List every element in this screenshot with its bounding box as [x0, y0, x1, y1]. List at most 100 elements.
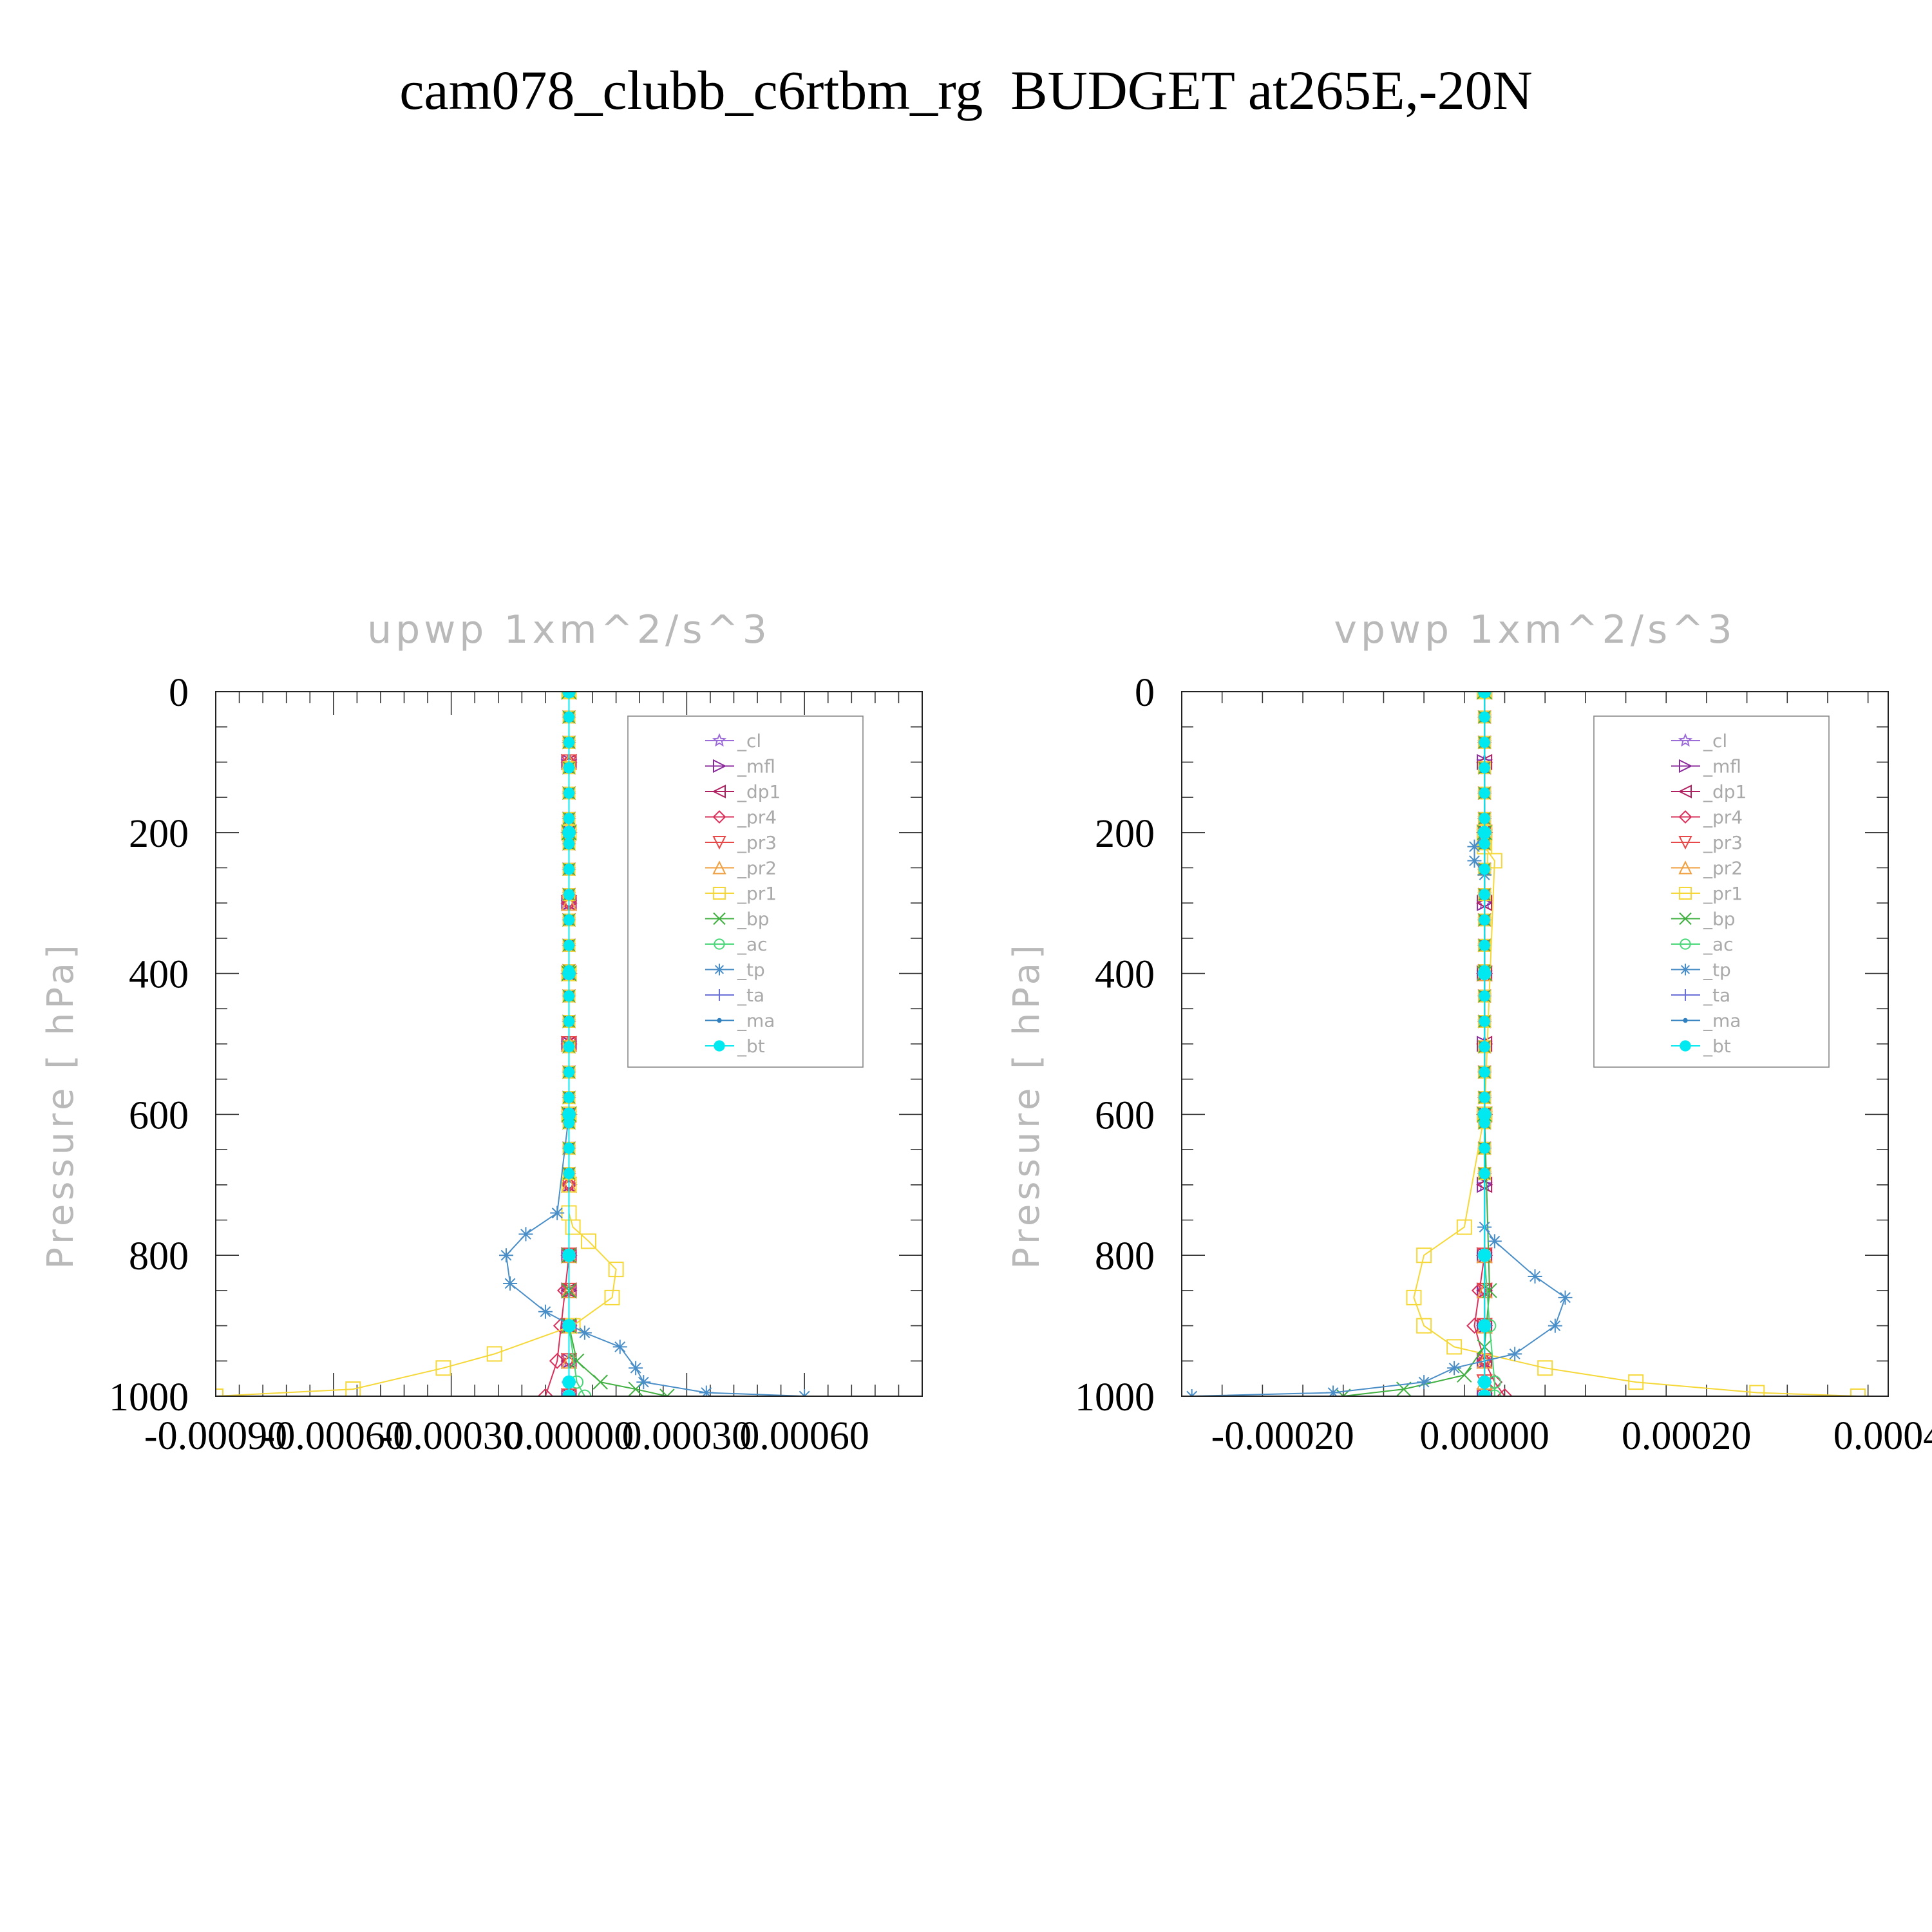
data-point — [1477, 1375, 1492, 1389]
legend-item: _ma — [1671, 1010, 1741, 1032]
legend-marker — [1679, 759, 1693, 773]
data-point — [604, 1289, 620, 1305]
legend-marker — [712, 784, 726, 799]
data-point — [569, 1353, 585, 1369]
legend-marker — [1678, 810, 1692, 824]
data-point — [435, 1360, 451, 1376]
data-point — [1479, 1168, 1490, 1179]
legend-label: _tp — [1703, 960, 1731, 981]
legend-marker — [1680, 989, 1691, 1001]
legend-item: _mfl — [1671, 756, 1741, 777]
legend-marker — [714, 938, 725, 950]
legend-item: _ac — [705, 934, 768, 955]
x-tick-label: -0.00090 — [144, 1414, 287, 1458]
legend-label: _bt — [737, 1036, 765, 1057]
data-point — [1508, 1347, 1522, 1361]
data-point — [1479, 711, 1490, 723]
data-point — [563, 737, 575, 748]
data-point — [563, 1066, 575, 1078]
data-point — [1478, 1040, 1492, 1054]
data-point — [216, 1388, 223, 1396]
data-point — [1479, 1117, 1490, 1129]
x-tick-label: -0.00030 — [380, 1414, 523, 1458]
y-tick-label: 1000 — [1075, 1376, 1155, 1419]
data-point — [1548, 1318, 1562, 1333]
data-point — [608, 1262, 624, 1278]
x-tick-label: 0.00000 — [1419, 1414, 1549, 1458]
legend-label: _ma — [737, 1010, 775, 1032]
data-point — [1447, 1361, 1462, 1376]
data-point — [549, 1352, 565, 1369]
data-point — [562, 735, 576, 749]
legend-label: _ta — [737, 985, 764, 1006]
data-point — [1558, 1290, 1573, 1305]
legend-label: _bt — [1703, 1036, 1731, 1057]
legend-label: _mfl — [1703, 756, 1741, 777]
data-point — [659, 1388, 675, 1396]
data-point — [1479, 1016, 1490, 1027]
legend-marker — [714, 963, 725, 976]
data-point — [563, 889, 575, 900]
data-point — [563, 787, 575, 799]
data-point — [1477, 1248, 1492, 1262]
data-point — [1479, 1142, 1490, 1154]
data-point — [1479, 1041, 1490, 1053]
data-point — [1479, 737, 1490, 748]
legend-marker — [1678, 860, 1692, 875]
data-point — [1528, 1269, 1542, 1284]
data-point — [1479, 889, 1490, 900]
data-point — [563, 692, 575, 697]
legend-item: _pr4 — [1671, 807, 1743, 828]
y-tick-label: 800 — [129, 1235, 189, 1278]
data-point — [562, 786, 576, 800]
y-tick-label: 400 — [1095, 953, 1155, 997]
data-point — [563, 1092, 575, 1103]
legend-item: _pr1 — [1671, 883, 1743, 904]
legend-marker — [713, 887, 726, 900]
legend-label: _mfl — [737, 756, 775, 777]
data-point — [563, 711, 575, 723]
legend-item: _bp — [705, 909, 770, 930]
legend-marker — [713, 759, 727, 773]
legend-label: _bp — [1703, 909, 1736, 930]
legend-marker — [712, 733, 727, 747]
legend-marker — [1678, 733, 1693, 747]
data-point — [486, 1346, 502, 1362]
legend-box — [1593, 715, 1830, 1068]
y-tick-label: 200 — [129, 812, 189, 856]
data-point — [1446, 1339, 1463, 1355]
x-tick-label: 0.00000 — [504, 1414, 634, 1458]
chart-panel-1: upwp 1xm^2/s^3 Pressure [ hPa] 0 200 400 600 8… — [40, 607, 923, 1458]
legend-marker — [1678, 784, 1692, 799]
data-point — [562, 989, 576, 1003]
y-axis-title: Pressure [ hPa] — [40, 941, 82, 1269]
data-point — [580, 1233, 596, 1249]
data-point — [1479, 813, 1490, 824]
data-point — [518, 1227, 533, 1242]
series-bt — [562, 692, 576, 1396]
legend-marker — [1683, 1018, 1688, 1023]
series-tp — [1184, 692, 1573, 1396]
legend-marker — [1679, 887, 1692, 900]
data-point — [1479, 1066, 1490, 1078]
legend-label: _cl — [737, 730, 761, 752]
x-tick-label: 0.00060 — [739, 1414, 869, 1458]
y-tick-label: 600 — [129, 1094, 189, 1137]
data-point — [1457, 1367, 1472, 1383]
legend-label: _ta — [1703, 985, 1730, 1006]
y-tick-label: 1000 — [109, 1376, 189, 1419]
data-point — [636, 1375, 651, 1390]
legend-item: _pr2 — [705, 858, 777, 879]
legend-label: _pr3 — [737, 832, 777, 853]
legend-label: _pr2 — [737, 858, 777, 879]
data-point — [562, 1040, 576, 1054]
plot-frame — [215, 691, 923, 1397]
data-point — [562, 1319, 576, 1332]
legend-label: _pr1 — [737, 883, 777, 904]
legend-marker — [714, 1040, 725, 1052]
legend-label: _ac — [1703, 934, 1734, 955]
legend-label: _dp1 — [737, 781, 781, 802]
data-point — [538, 1304, 553, 1319]
y-axis-title: Pressure [ hPa] — [1006, 941, 1048, 1269]
data-point — [550, 1206, 565, 1220]
